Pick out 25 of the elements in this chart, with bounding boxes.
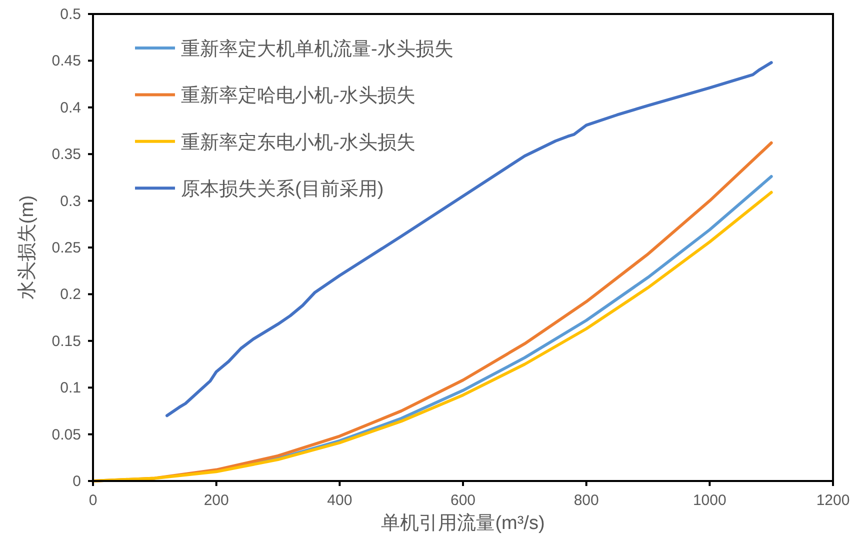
y-tick-label: 0.45 [52, 52, 81, 70]
x-tick-label: 0 [88, 492, 98, 509]
y-tick-label: 0.25 [52, 240, 81, 256]
legend-label: 重新率定东电小机-水头损失 [181, 131, 416, 154]
x-axis-title: 单机引用流量(m³/s) [381, 512, 545, 534]
x-tick-label: 800 [574, 492, 599, 509]
x-tick-label: 1200 [816, 492, 850, 509]
legend-label: 原本损失关系(目前采用) [181, 179, 384, 200]
x-tick-label: 200 [204, 492, 229, 509]
line-series [166, 61, 773, 418]
y-tick-label: 0.15 [52, 332, 81, 350]
y-tick-label: 0.4 [60, 99, 81, 116]
legend-label: 重新率定哈电小机-水头损失 [181, 84, 416, 107]
y-tick-label: 0.1 [60, 380, 81, 397]
legend-label: 重新率定大机单机流量-水头损失 [181, 38, 454, 60]
x-tick-label: 600 [450, 492, 476, 509]
x-tick-label: 400 [327, 492, 352, 509]
y-tick-label: 0.35 [52, 146, 81, 164]
y-tick-label: 0.5 [60, 6, 81, 23]
y-axis-title: 水头损失(m) [17, 195, 38, 300]
x-tick-label: 1000 [692, 492, 726, 509]
y-tick-label: 0.2 [60, 286, 81, 304]
y-tick-label: 0.3 [60, 192, 81, 210]
y-tick-label: 0.05 [52, 426, 81, 444]
y-tick-label: 0 [72, 473, 81, 490]
